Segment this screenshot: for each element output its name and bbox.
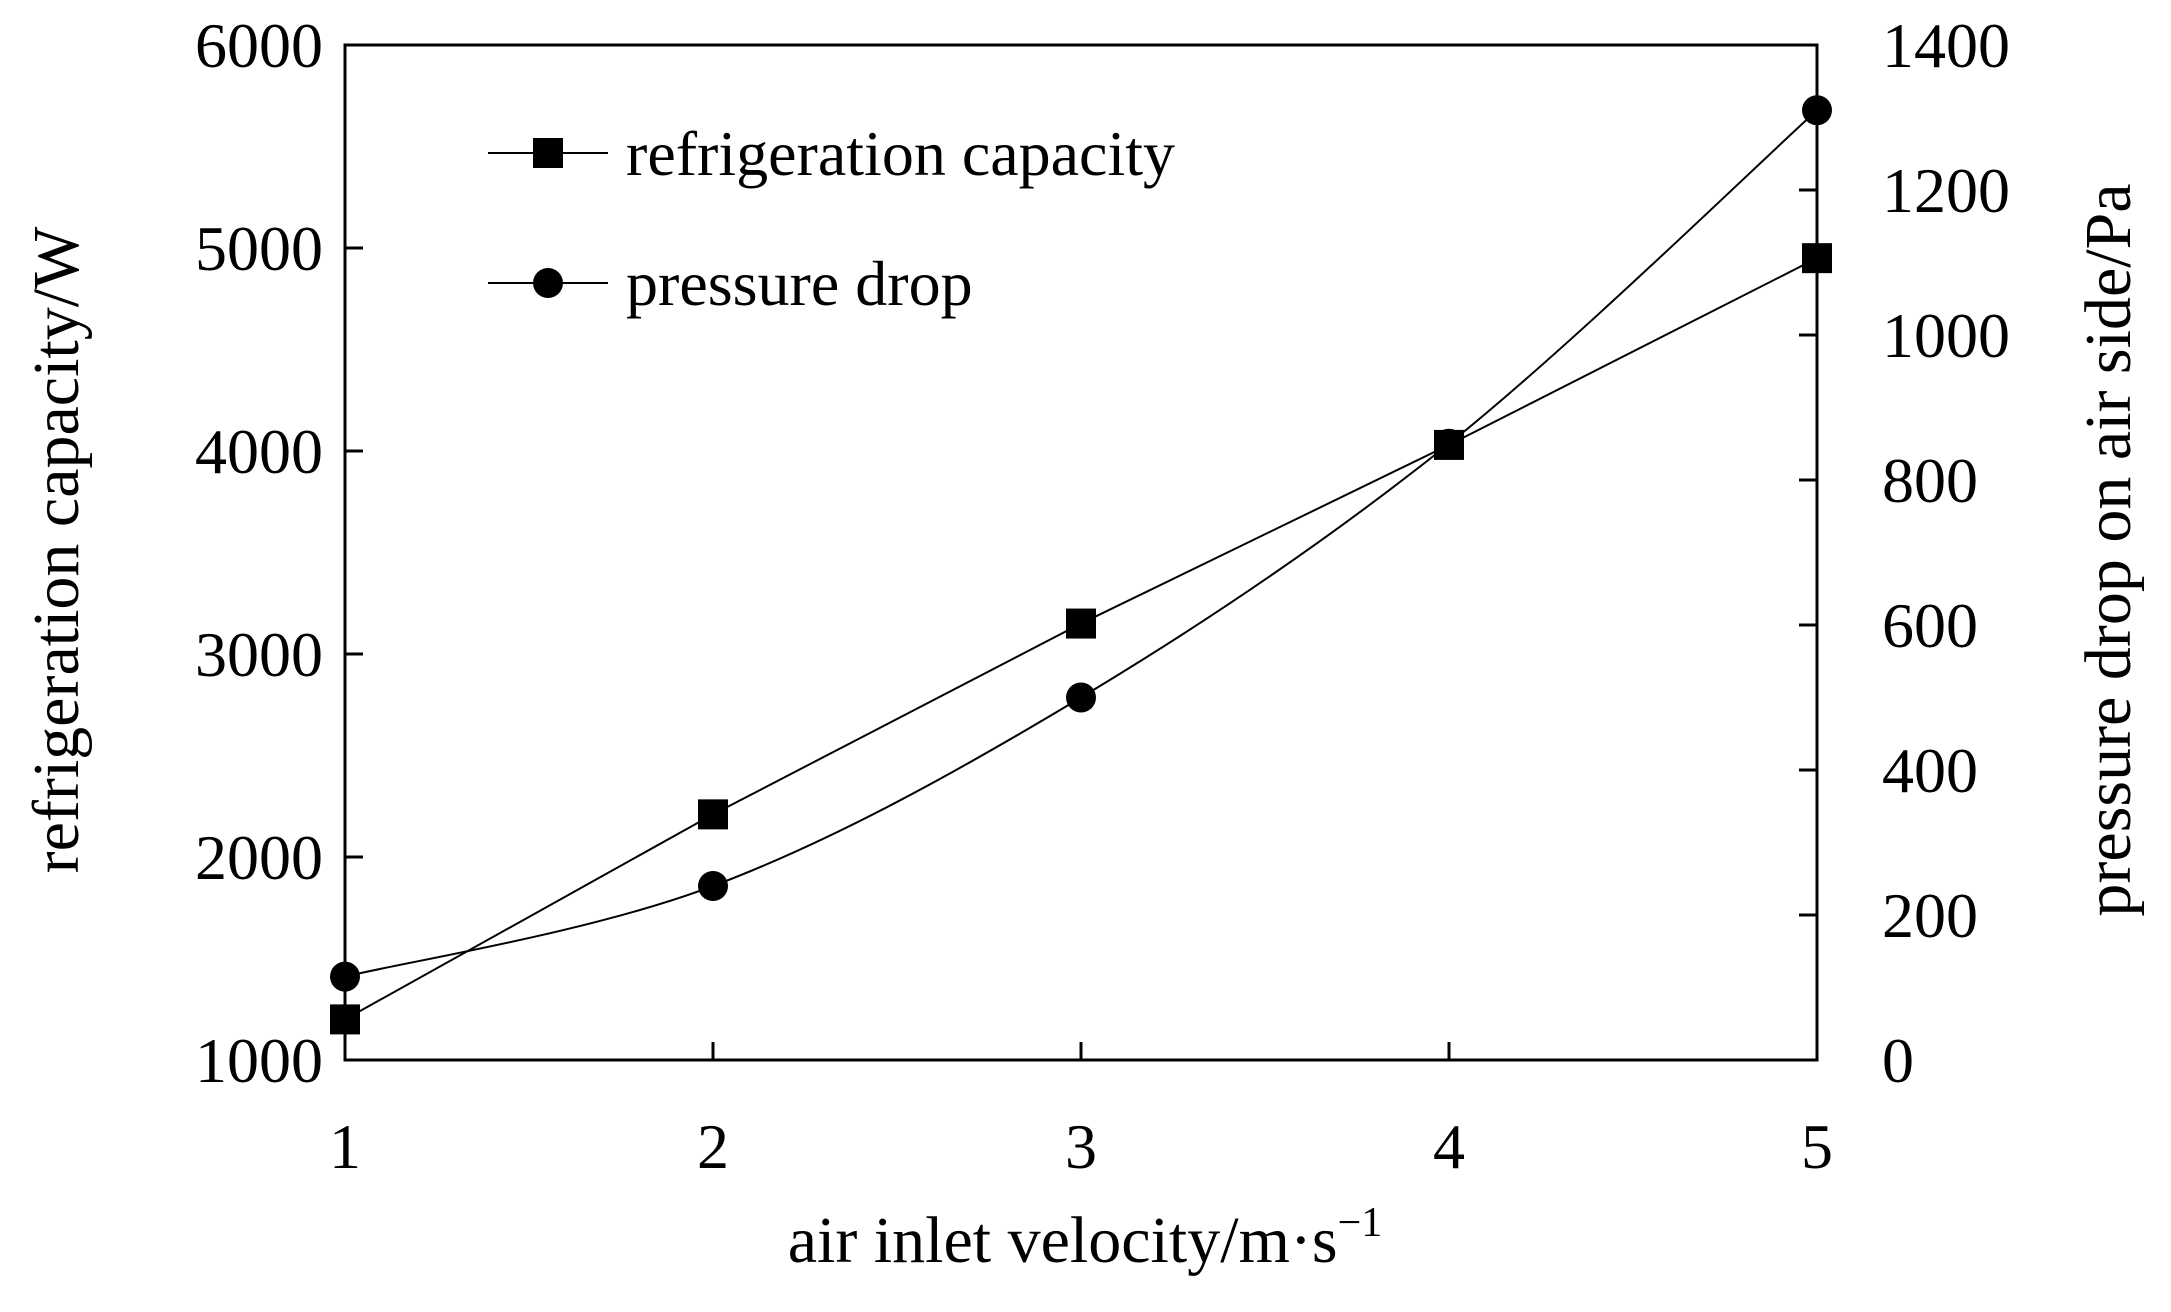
data-point-refrigeration-capacity [698,799,728,830]
y-tick-label-right: 1400 [1882,10,2010,81]
series-line-refrigeration-capacity [344,257,1818,1021]
series-group [330,95,1832,1035]
y-tick-label-right: 0 [1882,1025,1914,1096]
y-tick-label-right: 1200 [1882,155,2010,226]
data-point-pressure-drop [698,871,728,901]
x-tick-label: 4 [1433,1111,1465,1182]
y-tick-label-left: 5000 [195,213,323,284]
legend-marker-pressure-drop [533,268,563,298]
y-tick-label-left: 1000 [195,1025,323,1096]
legend-label-pressure-drop: pressure drop [626,248,973,319]
plot-frame [343,43,1819,1062]
y-axis-title-right: pressure drop on air side/Pa [2072,183,2145,916]
y-tick-label-right: 200 [1882,880,1978,951]
data-point-pressure-drop [330,961,360,992]
y-tick-label-left: 4000 [195,416,323,487]
data-point-refrigeration-capacity [1802,243,1832,274]
data-point-pressure-drop [1066,682,1096,713]
data-point-pressure-drop [1434,428,1464,459]
legend-marker-refrigeration-capacity [533,138,563,168]
ticks-group: 1 2 3 4 5 1000 2000 3000 4000 5000 6000 0 200 400 600 8… [195,10,2010,1182]
data-point-refrigeration-capacity [1066,608,1096,639]
data-point-refrigeration-capacity [330,1004,360,1035]
plot-frame-group [343,43,1819,1062]
x-tick-label: 1 [329,1111,361,1182]
legend-label-refrigeration-capacity: refrigeration capacity [626,118,1175,189]
y-tick-label-right: 400 [1882,735,1978,806]
y-axis-title-left: refrigeration capacity/W [20,226,93,873]
data-point-pressure-drop [1802,95,1832,126]
x-tick-label: 2 [697,1111,729,1182]
legend: refrigeration capacity pressure drop [488,118,1175,319]
y-tick-label-right: 600 [1882,590,1978,661]
y-tick-label-right: 800 [1882,445,1978,516]
x-tick-label: 3 [1065,1111,1097,1182]
y-tick-label-right: 1000 [1882,300,2010,371]
x-axis-title: air inlet velocity/m·s−1 [788,1200,1383,1277]
x-axis-title-superscript: −1 [1338,1200,1383,1246]
y-tick-label-left: 2000 [195,822,323,893]
y-tick-label-left: 6000 [195,10,323,81]
x-tick-label: 5 [1801,1111,1833,1182]
x-axis-title-text: air inlet velocity/m·s [788,1204,1338,1277]
y-tick-label-left: 3000 [195,619,323,690]
series-line-pressure-drop [344,109,1818,978]
